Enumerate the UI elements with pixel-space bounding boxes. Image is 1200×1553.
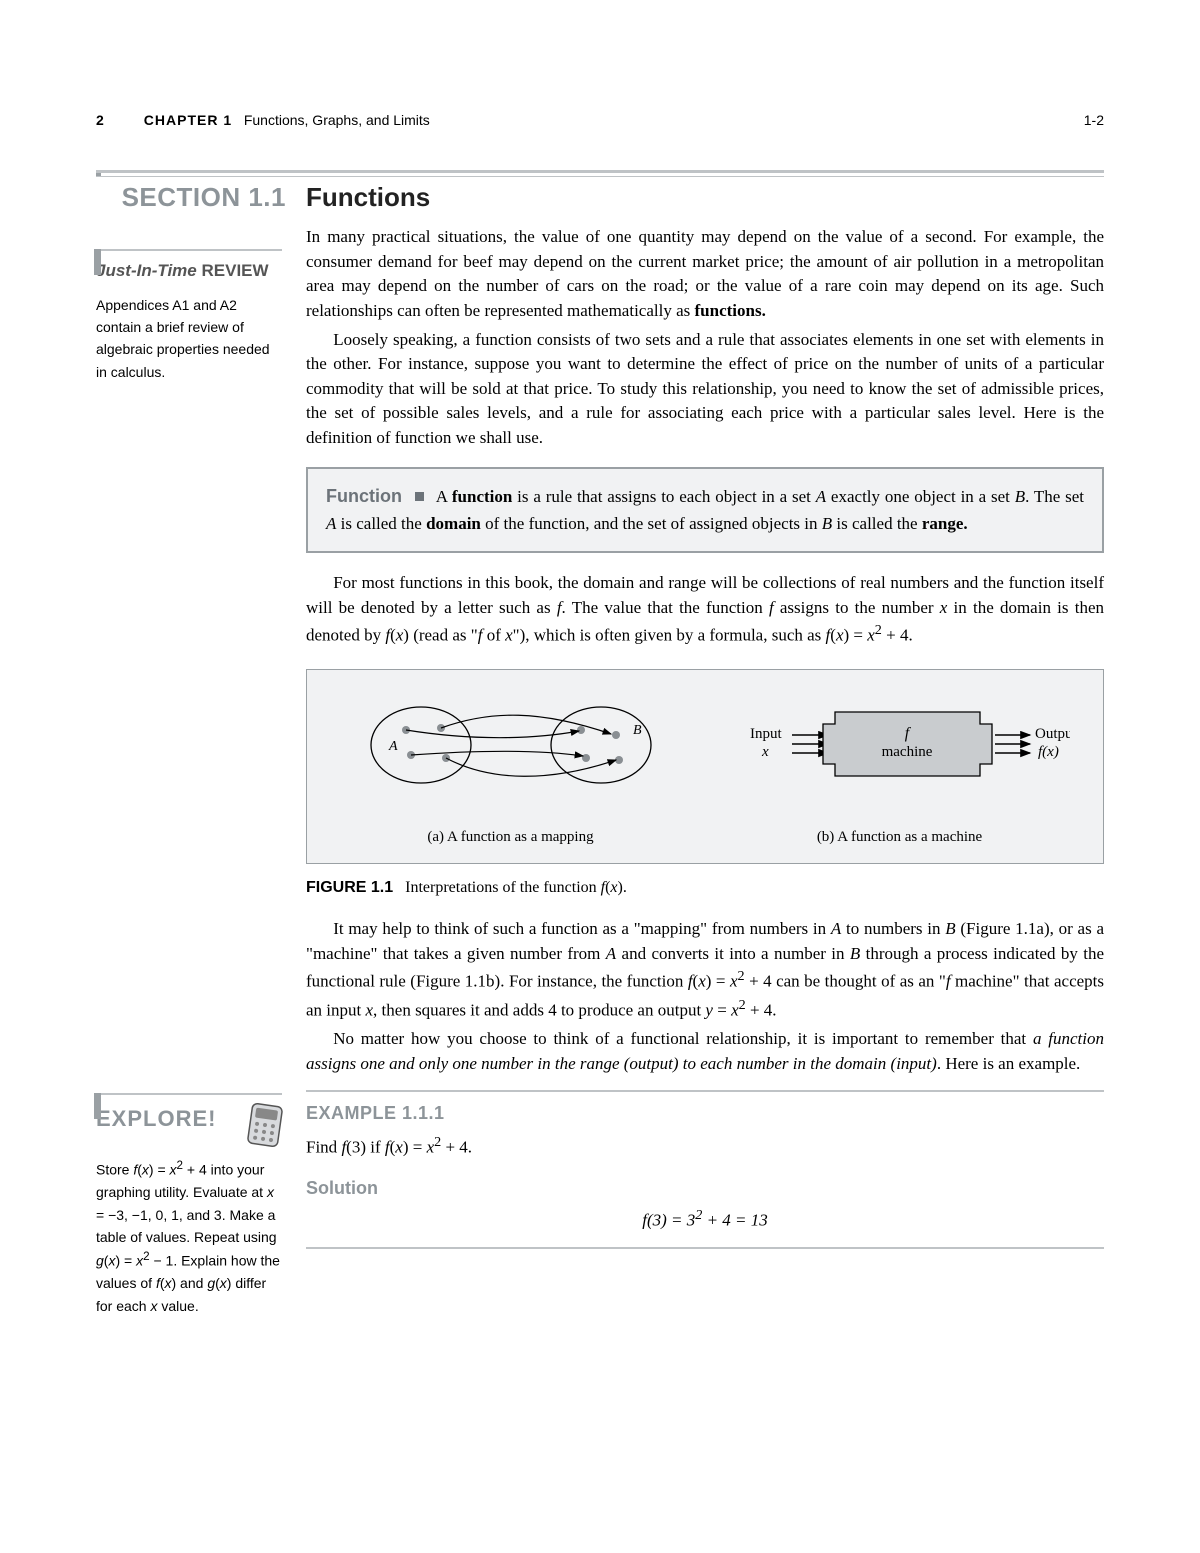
para-intro-1: In many practical situations, the value … bbox=[306, 225, 1104, 324]
chapter-title: Functions, Graphs, and Limits bbox=[244, 112, 430, 128]
main-column: In many practical situations, the value … bbox=[306, 225, 1104, 1317]
review-text: Appendices A1 and A2 contain a brief rev… bbox=[96, 294, 282, 384]
page-ref: 1-2 bbox=[1084, 110, 1104, 130]
svg-text:Output: Output bbox=[1035, 726, 1070, 742]
section-label: SECTION 1.1 bbox=[96, 179, 286, 217]
calculator-icon bbox=[245, 1101, 285, 1149]
example-label: EXAMPLE 1.1.1 bbox=[306, 1100, 1104, 1126]
chapter-label: CHAPTER 1 bbox=[144, 112, 232, 128]
svg-text:A: A bbox=[388, 739, 398, 754]
explore-text: Store f(x) = x2 + 4 into your graphing u… bbox=[96, 1157, 282, 1317]
solution-equation: f(3) = 32 + 4 = 13 bbox=[306, 1205, 1104, 1233]
mapping-diagram: A B bbox=[351, 690, 671, 810]
definition-body: A function is a rule that assigns to eac… bbox=[326, 487, 1084, 533]
page-number: 2 bbox=[96, 110, 104, 130]
example-rule-bottom bbox=[306, 1247, 1104, 1249]
header-rule bbox=[96, 170, 1104, 177]
definition-box: Function A function is a rule that assig… bbox=[306, 467, 1104, 553]
figure-b-caption: (b) A function as a machine bbox=[710, 827, 1089, 849]
svg-text:x: x bbox=[761, 744, 769, 760]
para-intro-2: Loosely speaking, a function consists of… bbox=[306, 328, 1104, 451]
review-heading-ital: Just-In-Time bbox=[96, 261, 197, 280]
section-heading-row: SECTION 1.1 Functions bbox=[96, 179, 1104, 217]
para-mapping: It may help to think of such a function … bbox=[306, 917, 1104, 1023]
svg-text:Input: Input bbox=[750, 726, 782, 742]
two-column-layout: Just-In-Time REVIEW Appendices A1 and A2… bbox=[96, 225, 1104, 1317]
para-one-output: No matter how you choose to think of a f… bbox=[306, 1027, 1104, 1076]
review-heading: Just-In-Time REVIEW bbox=[96, 249, 282, 284]
svg-text:B: B bbox=[633, 723, 642, 738]
figure-caption: FIGURE 1.1 Interpretations of the functi… bbox=[306, 876, 1104, 899]
svg-text:f(x): f(x) bbox=[1038, 744, 1059, 760]
svg-text:machine: machine bbox=[881, 744, 932, 760]
solution-label: Solution bbox=[306, 1175, 1104, 1201]
chapter-line: CHAPTER 1 Functions, Graphs, and Limits bbox=[144, 110, 430, 130]
example-prompt: Find f(3) if f(x) = x2 + 4. bbox=[306, 1132, 1104, 1160]
machine-diagram: Input x f machine Output bbox=[730, 690, 1070, 810]
section-title: Functions bbox=[306, 179, 1104, 217]
figure-label: FIGURE 1.1 bbox=[306, 879, 393, 896]
explore-heading: EXPLORE! bbox=[96, 1093, 282, 1147]
example-rule-top bbox=[306, 1090, 1104, 1092]
bullet-square-icon bbox=[415, 492, 424, 501]
sidebar: Just-In-Time REVIEW Appendices A1 and A2… bbox=[96, 225, 286, 1317]
figure-box: A B (a) A func bbox=[306, 669, 1104, 864]
figure-caption-text: Interpretations of the function f(x). bbox=[405, 879, 627, 896]
review-heading-bold: REVIEW bbox=[202, 261, 269, 280]
figure-panel-b: Input x f machine Output bbox=[710, 690, 1089, 849]
running-header: 2 CHAPTER 1 Functions, Graphs, and Limit… bbox=[96, 110, 1104, 130]
para-domain-range: For most functions in this book, the dom… bbox=[306, 571, 1104, 649]
figure-panel-a: A B (a) A func bbox=[321, 690, 700, 849]
explore-heading-text: EXPLORE! bbox=[96, 1103, 216, 1135]
definition-term: Function bbox=[326, 486, 402, 506]
figure-a-caption: (a) A function as a mapping bbox=[321, 827, 700, 849]
